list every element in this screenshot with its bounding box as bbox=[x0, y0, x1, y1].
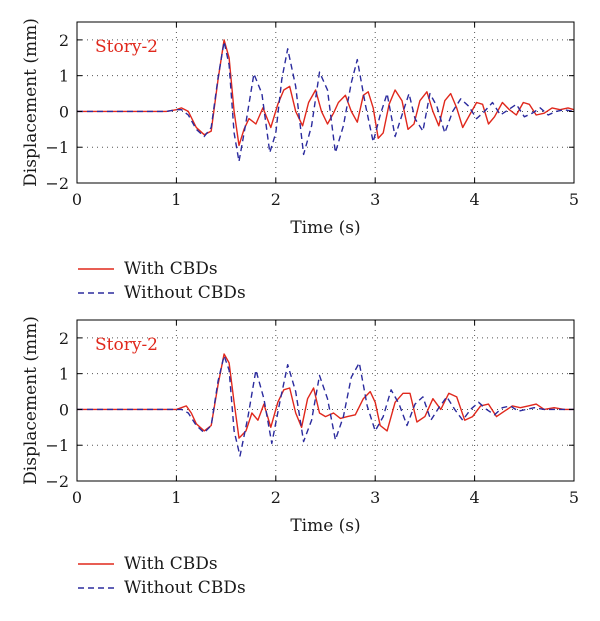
y-tick-label: 0 bbox=[59, 102, 69, 121]
series-line-with-cbds bbox=[77, 353, 574, 439]
series-line-without-cbds bbox=[77, 41, 575, 163]
y-axis-title: Displacement (mm) bbox=[21, 18, 41, 187]
x-tick-label: 2 bbox=[271, 488, 281, 507]
legend-swatch bbox=[78, 292, 114, 294]
series-line-with-cbds bbox=[77, 39, 575, 147]
displacement-plot-top: 0 1 2 3 4 5 −2 −1 0 1 2 Time (s) Displacement (mm) St… bbox=[21, 18, 579, 238]
legend-label: With CBDs bbox=[124, 259, 218, 279]
series-line-without-cbds bbox=[77, 355, 574, 457]
x-axis-title: Time (s) bbox=[290, 218, 360, 238]
y-tick-label: 1 bbox=[59, 365, 69, 384]
legend-label: Without CBDs bbox=[124, 283, 246, 303]
plot-frame bbox=[76, 319, 575, 482]
y-tick-label: 1 bbox=[59, 67, 69, 86]
y-tick-label: −1 bbox=[45, 138, 69, 157]
x-tick-label: 1 bbox=[171, 190, 181, 209]
x-tick-label: 5 bbox=[569, 190, 579, 209]
y-axis-title: Displacement (mm) bbox=[21, 316, 41, 485]
x-tick-label: 0 bbox=[72, 190, 82, 209]
legend-swatch bbox=[78, 587, 114, 589]
x-tick-label: 1 bbox=[171, 488, 181, 507]
x-axis-title: Time (s) bbox=[290, 516, 360, 536]
x-tick-label: 3 bbox=[370, 190, 380, 209]
x-tick-label: 3 bbox=[370, 488, 380, 507]
displacement-plot-bottom: 0 1 2 3 4 5 −2 −1 0 1 2 Time (s) Displacement (mm) St… bbox=[21, 316, 579, 536]
legend-swatch bbox=[78, 268, 114, 270]
y-tick-label: 0 bbox=[59, 400, 69, 419]
story-annotation: Story-2 bbox=[95, 335, 158, 355]
y-tick-label: 2 bbox=[59, 329, 69, 348]
x-tick-label: 2 bbox=[271, 190, 281, 209]
legend-swatch bbox=[78, 563, 114, 565]
y-tick-label: 2 bbox=[59, 31, 69, 50]
chart-panel-bottom: 0 1 2 3 4 5 −2 −1 0 1 2 Time (s) Displacement (mm) St… bbox=[0, 311, 600, 621]
legend-label: Without CBDs bbox=[124, 578, 246, 598]
story-annotation: Story-2 bbox=[95, 37, 158, 57]
x-tick-label: 5 bbox=[569, 488, 579, 507]
legend-label: With CBDs bbox=[124, 554, 218, 574]
y-tick-label: −2 bbox=[45, 174, 69, 193]
x-tick-label: 4 bbox=[470, 488, 480, 507]
y-tick-label: −2 bbox=[45, 472, 69, 491]
y-tick-label: −1 bbox=[45, 436, 69, 455]
chart-panel-top: 0 1 2 3 4 5 −2 −1 0 1 2 Time (s) Displacement (mm) St… bbox=[0, 0, 600, 310]
x-tick-label: 4 bbox=[470, 190, 480, 209]
x-tick-label: 0 bbox=[72, 488, 82, 507]
plot-frame bbox=[76, 21, 575, 184]
